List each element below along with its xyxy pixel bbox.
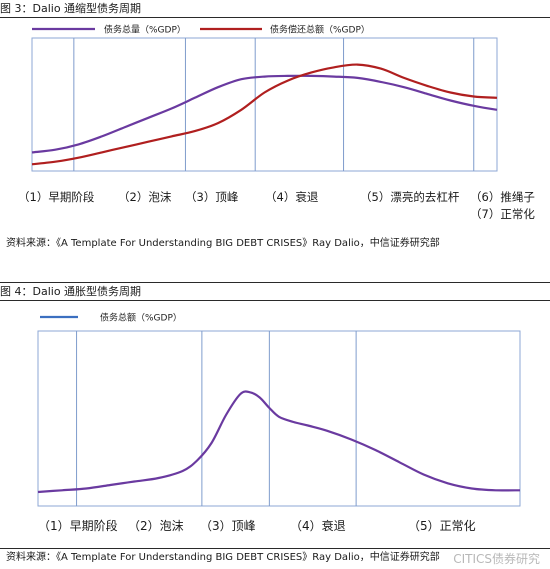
legend: 债务总量（%GDP） 债务偿还总额（%GDP） (32, 24, 370, 36)
figure-4-source: 资料来源：《A Template For Understanding BIG D… (6, 552, 440, 563)
phase-label: （5）正常化 (408, 519, 476, 533)
phase-label: （6）推绳子 (470, 190, 535, 204)
phase-label: （3）顶峰 (200, 519, 256, 533)
plot-frame (31, 37, 498, 172)
legend-label-0: 债务总额（%GDP） (100, 312, 182, 324)
legend: 债务总额（%GDP） (40, 312, 182, 324)
phase-lines (73, 38, 475, 171)
series-line-1 (31, 63, 498, 166)
series-lines (31, 63, 498, 166)
phase-label: （1）早期阶段 (38, 518, 118, 533)
plot-frame (37, 330, 521, 507)
legend-label-1: 债务偿还总额（%GDP） (270, 24, 370, 36)
series-lines (37, 390, 521, 494)
phase-label: （1）早期阶段 (18, 190, 95, 204)
phase-label: （3）顶峰 (185, 190, 239, 204)
phase-label: （2）泡沫 (118, 190, 172, 204)
figure-3-top-rule (0, 17, 550, 18)
phase-labels: （1）早期阶段 （2）泡沫 （3）顶峰 （4）衰退 （5）正常化 (38, 518, 476, 533)
legend-label-0: 债务总量（%GDP） (104, 24, 186, 36)
chart-inflationary-cycle: 债务总额（%GDP） （1）早期阶段 （2）泡沫 （3）顶峰 （4）衰退 （5）正常化 (37, 312, 521, 533)
figure-3-source: 资料来源：《A Template For Understanding BIG D… (6, 238, 440, 249)
watermark-logo: CITICS债券研究 (453, 552, 540, 566)
phase-label: （5）漂亮的去杠杆 (360, 190, 460, 204)
figure-4-top-rule (0, 300, 550, 301)
phase-labels: （1）早期阶段 （2）泡沫 （3）顶峰 （4）衰退 （5）漂亮的去杠杆 （6）推绳子 （7）… (18, 190, 535, 221)
phase-label: （4）衰退 (265, 190, 319, 204)
phase-label: （2）泡沫 (128, 519, 184, 533)
figure-3-title: 图 3：Dalio 通缩型债务周期 (0, 2, 142, 15)
figure-4-title: 图 4：Dalio 通胀型债务周期 (0, 285, 142, 298)
chart-deflationary-cycle: 债务总量（%GDP） 债务偿还总额（%GDP） （1）早期阶段 （2）泡沫 （3）顶峰… (18, 24, 535, 222)
series-line-0 (31, 74, 498, 154)
phase-lines (76, 331, 357, 506)
figure-4-bottom-rule (0, 548, 550, 549)
phase-label: （7）正常化 (470, 207, 535, 221)
series-line-0 (37, 390, 521, 494)
figure-4-top-rule-upper (0, 282, 550, 283)
phase-label: （4）衰退 (290, 518, 346, 533)
